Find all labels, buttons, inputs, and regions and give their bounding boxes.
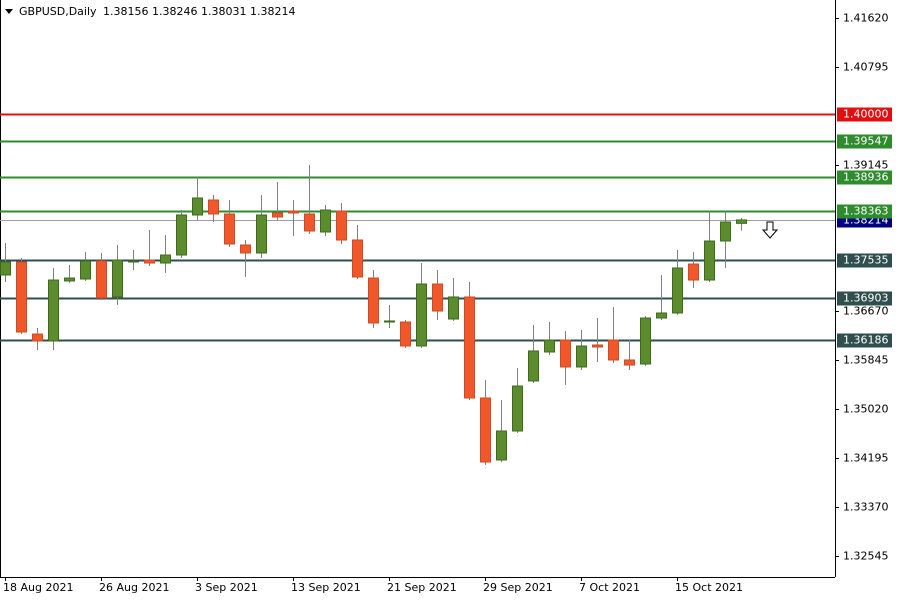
candle-body [304, 213, 315, 232]
candle-body [480, 397, 491, 463]
candle-body [672, 267, 683, 314]
level-box [837, 204, 892, 219]
candle-body [48, 279, 59, 342]
candle-body [64, 277, 75, 282]
x-tick-label: 3 Sep 2021 [195, 581, 258, 594]
candle-body [112, 259, 123, 298]
x-tick-label: 26 Aug 2021 [99, 581, 169, 594]
candle-body [32, 333, 43, 342]
level-label: 1.37535 [843, 254, 889, 267]
candle-body [208, 199, 219, 215]
level-box [837, 107, 892, 122]
candle-body [256, 214, 267, 254]
header-low: 1.38031 [201, 5, 247, 18]
symbol: GBPUSD,Daily [19, 5, 97, 18]
candle-body [128, 260, 139, 263]
candle-body [640, 317, 651, 365]
candle-body [176, 214, 187, 256]
candle-body [544, 339, 555, 353]
level-box [837, 253, 892, 268]
level-box [837, 170, 892, 185]
candle-body [96, 260, 107, 299]
level-box [837, 134, 892, 149]
candle-body [496, 430, 507, 461]
candle-body [240, 244, 251, 254]
candle-body [512, 385, 523, 432]
level-label: 1.39547 [843, 135, 889, 148]
level-label: 1.40000 [843, 108, 889, 121]
y-tick-label: 1.35020 [843, 403, 889, 416]
y-tick-label: 1.40795 [843, 61, 889, 74]
candle-body [336, 210, 347, 241]
candle-body [688, 263, 699, 281]
y-tick-label: 1.33370 [843, 501, 889, 514]
menu-arrow[interactable] [5, 9, 13, 14]
candle-body [368, 277, 379, 324]
candle-body [608, 339, 619, 361]
candle-body [720, 221, 731, 242]
sell-arrow [761, 221, 779, 239]
candle-body [384, 320, 395, 323]
level-label: 1.38936 [843, 171, 889, 184]
candle-body [80, 260, 91, 280]
x-tick-label: 29 Sep 2021 [483, 581, 553, 594]
candle-body [416, 283, 427, 347]
y-tick-label: 1.36670 [843, 305, 889, 318]
level-label: 1.36186 [843, 334, 889, 347]
candle-body [160, 254, 171, 264]
candle-body [400, 321, 411, 347]
x-tick-label: 15 Oct 2021 [675, 581, 743, 594]
header-close: 1.38214 [250, 5, 296, 18]
candle-body [464, 296, 475, 399]
candle-body [576, 345, 587, 368]
candle-body [224, 213, 235, 245]
candle-body [656, 312, 667, 319]
candle-body [704, 240, 715, 281]
candle-body [352, 239, 363, 278]
x-tick-label: 13 Sep 2021 [291, 581, 361, 594]
y-tick-label: 1.39145 [843, 159, 889, 172]
level-box [837, 291, 892, 306]
candle-body [288, 210, 299, 214]
candle-body [560, 339, 571, 368]
x-tick-label: 18 Aug 2021 [3, 581, 73, 594]
level-label: 1.36903 [843, 292, 889, 305]
header-high: 1.38246 [152, 5, 198, 18]
candle-body [272, 212, 283, 218]
candle-body [624, 359, 635, 366]
candle-body [592, 344, 603, 348]
y-tick-label: 1.34195 [843, 452, 889, 465]
y-tick-label: 1.41620 [843, 12, 889, 25]
candle-body [736, 219, 747, 224]
candle-body [0, 261, 11, 276]
candle-body [320, 209, 331, 233]
header-open: 1.38156 [103, 5, 149, 18]
candle-body [528, 350, 539, 382]
level-box [837, 333, 892, 348]
candle-body [432, 283, 443, 312]
candle-body [16, 261, 27, 333]
x-tick-label: 7 Oct 2021 [579, 581, 640, 594]
y-tick-label: 1.32545 [843, 550, 889, 563]
candle-body [192, 197, 203, 216]
y-tick-label: 1.35845 [843, 354, 889, 367]
candle-body [144, 259, 155, 264]
level-label: 1.38363 [843, 205, 889, 218]
candle-body [448, 296, 459, 320]
x-tick-label: 21 Sep 2021 [387, 581, 457, 594]
